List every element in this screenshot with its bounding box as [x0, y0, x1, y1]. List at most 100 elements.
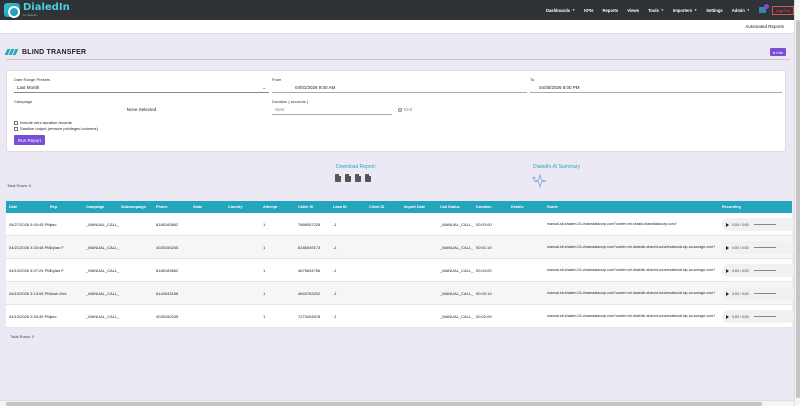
cell-attempt: 1	[263, 268, 266, 273]
notification-icon[interactable]	[758, 4, 769, 13]
nav-dashboards[interactable]: Dashboards ▼	[545, 7, 576, 13]
chevron-down-icon: ▼	[694, 8, 698, 12]
sparkle-icon[interactable]	[532, 174, 548, 188]
nav-admin[interactable]: Admin ▼	[731, 7, 750, 13]
from-date-input[interactable]: 04/01/2026 9:00 AM	[272, 83, 527, 93]
seek-slider[interactable]	[753, 224, 776, 225]
nav-reports[interactable]: Reports	[602, 7, 619, 13]
col-phone[interactable]: Phone	[156, 205, 168, 209]
col-state[interactable]: State	[193, 205, 203, 209]
col-subcampaign[interactable]: Subcampaign	[121, 205, 146, 209]
nav-menu: Dashboards ▼ KPIs Reports Views Tools ▼ Im…	[546, 0, 800, 20]
play-icon[interactable]	[726, 245, 729, 250]
col-attempt[interactable]: Attempt	[263, 205, 278, 209]
cell-date: 04/10/2026 4:07:24 PM	[9, 268, 51, 273]
cell-attempt: 1	[263, 291, 266, 296]
cell-date: 04/21/2026 3:33:48 PM	[9, 245, 51, 250]
cell-duration: 00:04:00	[476, 268, 492, 273]
cell-campaign: _MANUAL_CALL_	[86, 222, 120, 227]
top-navbar: DialedIn by dialedin Dashboards ▼ KPIs Re…	[0, 0, 800, 20]
col-campaign[interactable]: Campaign	[86, 205, 105, 209]
cell-lead-id: -1	[333, 245, 337, 250]
campaign-multiselect[interactable]: None Selected	[126, 107, 157, 112]
seek-slider[interactable]	[753, 293, 776, 294]
col-details[interactable]: Details	[511, 205, 524, 209]
col-caller-id[interactable]: Caller ID	[298, 205, 314, 209]
nav-settings[interactable]: Settings	[706, 7, 723, 13]
automated-reports-link[interactable]: Automated Reports	[745, 24, 784, 29]
include-zero-checkbox-row[interactable]: Include zero duration records	[14, 120, 72, 125]
audio-player[interactable]: 0:00 / 0:00	[722, 287, 796, 300]
total-rows-top: Total Rows: 0	[7, 183, 32, 188]
logout-button[interactable]: Log Out	[771, 5, 794, 15]
sanitize-checkbox[interactable]	[14, 126, 18, 131]
col-duration[interactable]: Duration	[476, 205, 492, 209]
chevron-down-icon: ▼	[660, 8, 664, 12]
file-csv-icon[interactable]	[335, 174, 341, 182]
seek-slider[interactable]	[753, 316, 776, 317]
cell-attempt: 1	[263, 222, 266, 227]
vertical-scrollbar[interactable]	[794, 0, 800, 406]
file-text-icon[interactable]	[365, 174, 371, 182]
col-lead-id[interactable]: Lead ID	[333, 205, 347, 209]
radio-icon	[398, 107, 402, 112]
sanitize-checkbox-row[interactable]: Sanitize output (remove privileged colum…	[14, 126, 98, 131]
file-pdf-icon[interactable]	[355, 174, 361, 182]
audio-player[interactable]: 0:00 / 0:00	[722, 264, 796, 277]
play-icon[interactable]	[726, 268, 729, 273]
cell-campaign: _MANUAL_CALL_	[86, 314, 120, 319]
col-call-status[interactable]: Call Status	[440, 205, 460, 209]
play-icon[interactable]	[726, 314, 729, 319]
date-range-select[interactable]: Last Month ⌄	[14, 83, 269, 93]
audio-player[interactable]: 0:00 / 0:00	[722, 218, 796, 231]
cell-phone: 8185183662	[156, 268, 179, 273]
sub-navbar: Automated Reports	[0, 20, 800, 34]
horizontal-scrollbar[interactable]	[0, 400, 794, 406]
col-country[interactable]: Country	[228, 205, 243, 209]
duration-start-input[interactable]: Start	[272, 105, 392, 115]
cell-duration: 00:01:19	[476, 245, 492, 250]
play-icon[interactable]	[726, 222, 729, 227]
to-date-input[interactable]: 04/30/2026 6:00 PM	[530, 83, 782, 93]
col-date[interactable]: Date	[9, 205, 18, 209]
seek-slider[interactable]	[753, 247, 776, 248]
table-header: Date Rep Campaign Subcampaign Phone Stat…	[6, 201, 792, 213]
cell-attempt: 1	[263, 245, 266, 250]
duration-end-input[interactable]: End	[395, 105, 527, 114]
cell-lead-id: -1	[333, 268, 337, 273]
col-client-id[interactable]: Client ID	[369, 205, 385, 209]
page-title: BLIND TRANSFER	[22, 48, 87, 56]
cell-duration: 00:03:00	[476, 222, 492, 227]
report-filter-card: Date Range Presets Last Month ⌄ From 04/…	[6, 70, 786, 152]
vertical-scroll-thumb[interactable]	[796, 20, 800, 398]
audio-player[interactable]: 0:00 / 0:00	[722, 241, 796, 254]
cell-route: manual-sit-shaken-01.chasedatacorp.com?c…	[547, 222, 677, 226]
info-button[interactable]: ● Info	[769, 48, 786, 56]
horizontal-scroll-thumb[interactable]	[6, 402, 762, 406]
table-row: 04/27/2026 5:40:45 PM yeo _MANUAL_CALL_ …	[6, 213, 796, 236]
total-rows-bottom: Total Rows: 0	[10, 334, 35, 339]
cell-lead-id: -1	[333, 222, 337, 227]
file-excel-icon[interactable]	[345, 174, 351, 182]
nav-kpis[interactable]: KPIs	[584, 7, 594, 13]
audio-player[interactable]: 0:00 / 0:00	[722, 310, 796, 323]
include-zero-checkbox[interactable]	[14, 120, 18, 125]
col-recording[interactable]: Recording	[722, 205, 741, 209]
nav-views[interactable]: Views	[627, 7, 640, 13]
stripes-icon	[4, 49, 19, 55]
col-import-date[interactable]: Import Date	[404, 205, 426, 209]
app-logo[interactable]: DialedIn by dialedin	[4, 0, 70, 20]
play-icon[interactable]	[726, 291, 729, 296]
nav-importers[interactable]: Importers ▼	[672, 7, 698, 13]
cell-phone: 6144043165	[156, 291, 179, 296]
logo-tagline: by dialedin	[23, 13, 38, 17]
cell-phone: 4025150245	[156, 314, 179, 319]
cell-date: 04/10/2026 3:13:06 PM	[9, 291, 51, 296]
cell-duration: 00:00:19	[476, 291, 492, 296]
run-report-button[interactable]: Run Report	[14, 135, 45, 145]
seek-slider[interactable]	[753, 270, 776, 271]
col-rep[interactable]: Rep	[50, 205, 58, 209]
cell-duration: 00:02:09	[476, 314, 492, 319]
nav-tools[interactable]: Tools ▼	[648, 7, 664, 13]
col-route[interactable]: Route	[547, 205, 558, 209]
